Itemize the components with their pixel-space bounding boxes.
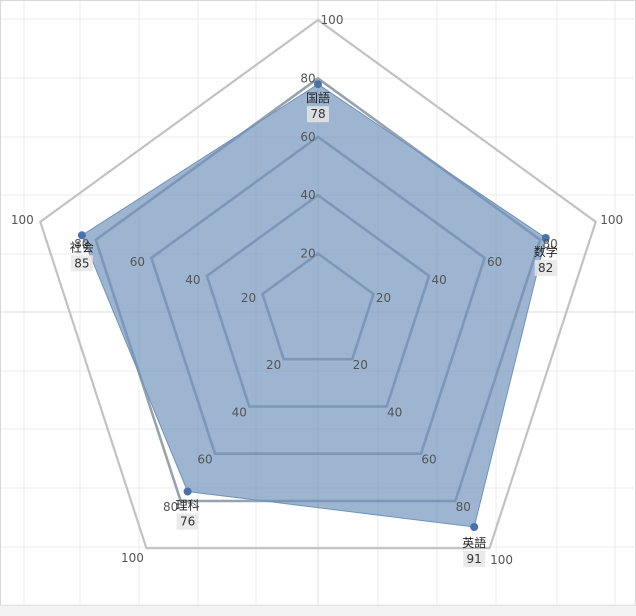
category-label-group-2: 英語 91 — [462, 535, 486, 567]
category-label-4: 社会 — [70, 239, 94, 254]
tick-label-axis4-40: 40 — [185, 273, 200, 287]
category-label-group-0: 国語 78 — [306, 90, 330, 123]
tick-label-axis0-60: 60 — [300, 130, 315, 144]
data-point-1[interactable] — [541, 234, 550, 242]
value-label-background — [534, 260, 557, 276]
category-label-1: 数学 — [534, 244, 558, 259]
data-point-3[interactable] — [183, 487, 192, 496]
tick-label-axis3-60: 60 — [197, 453, 212, 467]
category-label-group-3: 理科 76 — [176, 499, 200, 530]
tick-label-axis3-100: 100 — [121, 551, 144, 565]
tick-label-axis0-80: 80 — [300, 71, 315, 85]
bottom-scroll-strip — [0, 605, 636, 616]
tick-label-axis3-80: 80 — [163, 500, 178, 514]
tick-label-axis2-20: 20 — [353, 358, 368, 372]
grid-ring-100 — [39, 18, 597, 550]
data-point-2[interactable] — [470, 523, 479, 531]
category-labels: 国語 78 数学 82 英語 91 理科 76 社会 85 — [70, 90, 558, 567]
value-label-background — [463, 551, 486, 567]
tick-label-axis2-100: 100 — [490, 553, 513, 567]
tick-labels: 20 40 60 80 100 20 40 60 80 100 20 40 60 80 100 20 40 60 8… — [11, 13, 623, 567]
tick-label-axis1-60: 60 — [487, 255, 502, 269]
category-label-group-4: 社会 85 — [70, 239, 94, 272]
tick-label-axis2-60: 60 — [421, 453, 436, 467]
value-label-1: 82 — [538, 261, 553, 275]
tick-label-axis4-20: 20 — [241, 291, 256, 305]
category-label-2: 英語 — [462, 535, 486, 550]
tick-label-axis1-80: 80 — [543, 237, 558, 251]
category-label-group-1: 数学 82 — [534, 244, 558, 276]
tick-label-axis3-40: 40 — [232, 406, 247, 420]
value-label-background — [176, 513, 199, 530]
tick-label-axis1-100: 100 — [600, 213, 623, 227]
tick-label-axis4-80: 80 — [74, 237, 89, 251]
value-label-4: 85 — [74, 256, 89, 270]
tick-label-axis3-20: 20 — [266, 358, 281, 372]
data-series-area — [81, 83, 547, 528]
value-label-background — [307, 106, 329, 123]
category-label-0: 国語 — [306, 90, 330, 105]
value-label-background — [70, 255, 93, 272]
tick-label-axis4-60: 60 — [130, 255, 145, 269]
tick-label-axis1-20: 20 — [376, 291, 391, 305]
tick-label-axis1-40: 40 — [431, 273, 446, 287]
tick-label-axis0-100: 100 — [321, 13, 344, 27]
value-label-3: 76 — [180, 515, 195, 529]
tick-label-axis2-40: 40 — [387, 406, 402, 420]
data-layer — [77, 80, 550, 531]
tick-label-axis0-40: 40 — [300, 188, 315, 202]
tick-label-axis4-100: 100 — [11, 213, 34, 227]
tick-label-axis0-20: 20 — [300, 247, 315, 261]
data-point-4[interactable] — [77, 231, 86, 240]
category-label-3: 理科 — [176, 499, 200, 513]
tick-label-axis2-80: 80 — [456, 500, 471, 514]
value-label-0: 78 — [310, 107, 325, 121]
data-point-0[interactable] — [314, 80, 322, 89]
value-label-2: 91 — [467, 552, 482, 566]
